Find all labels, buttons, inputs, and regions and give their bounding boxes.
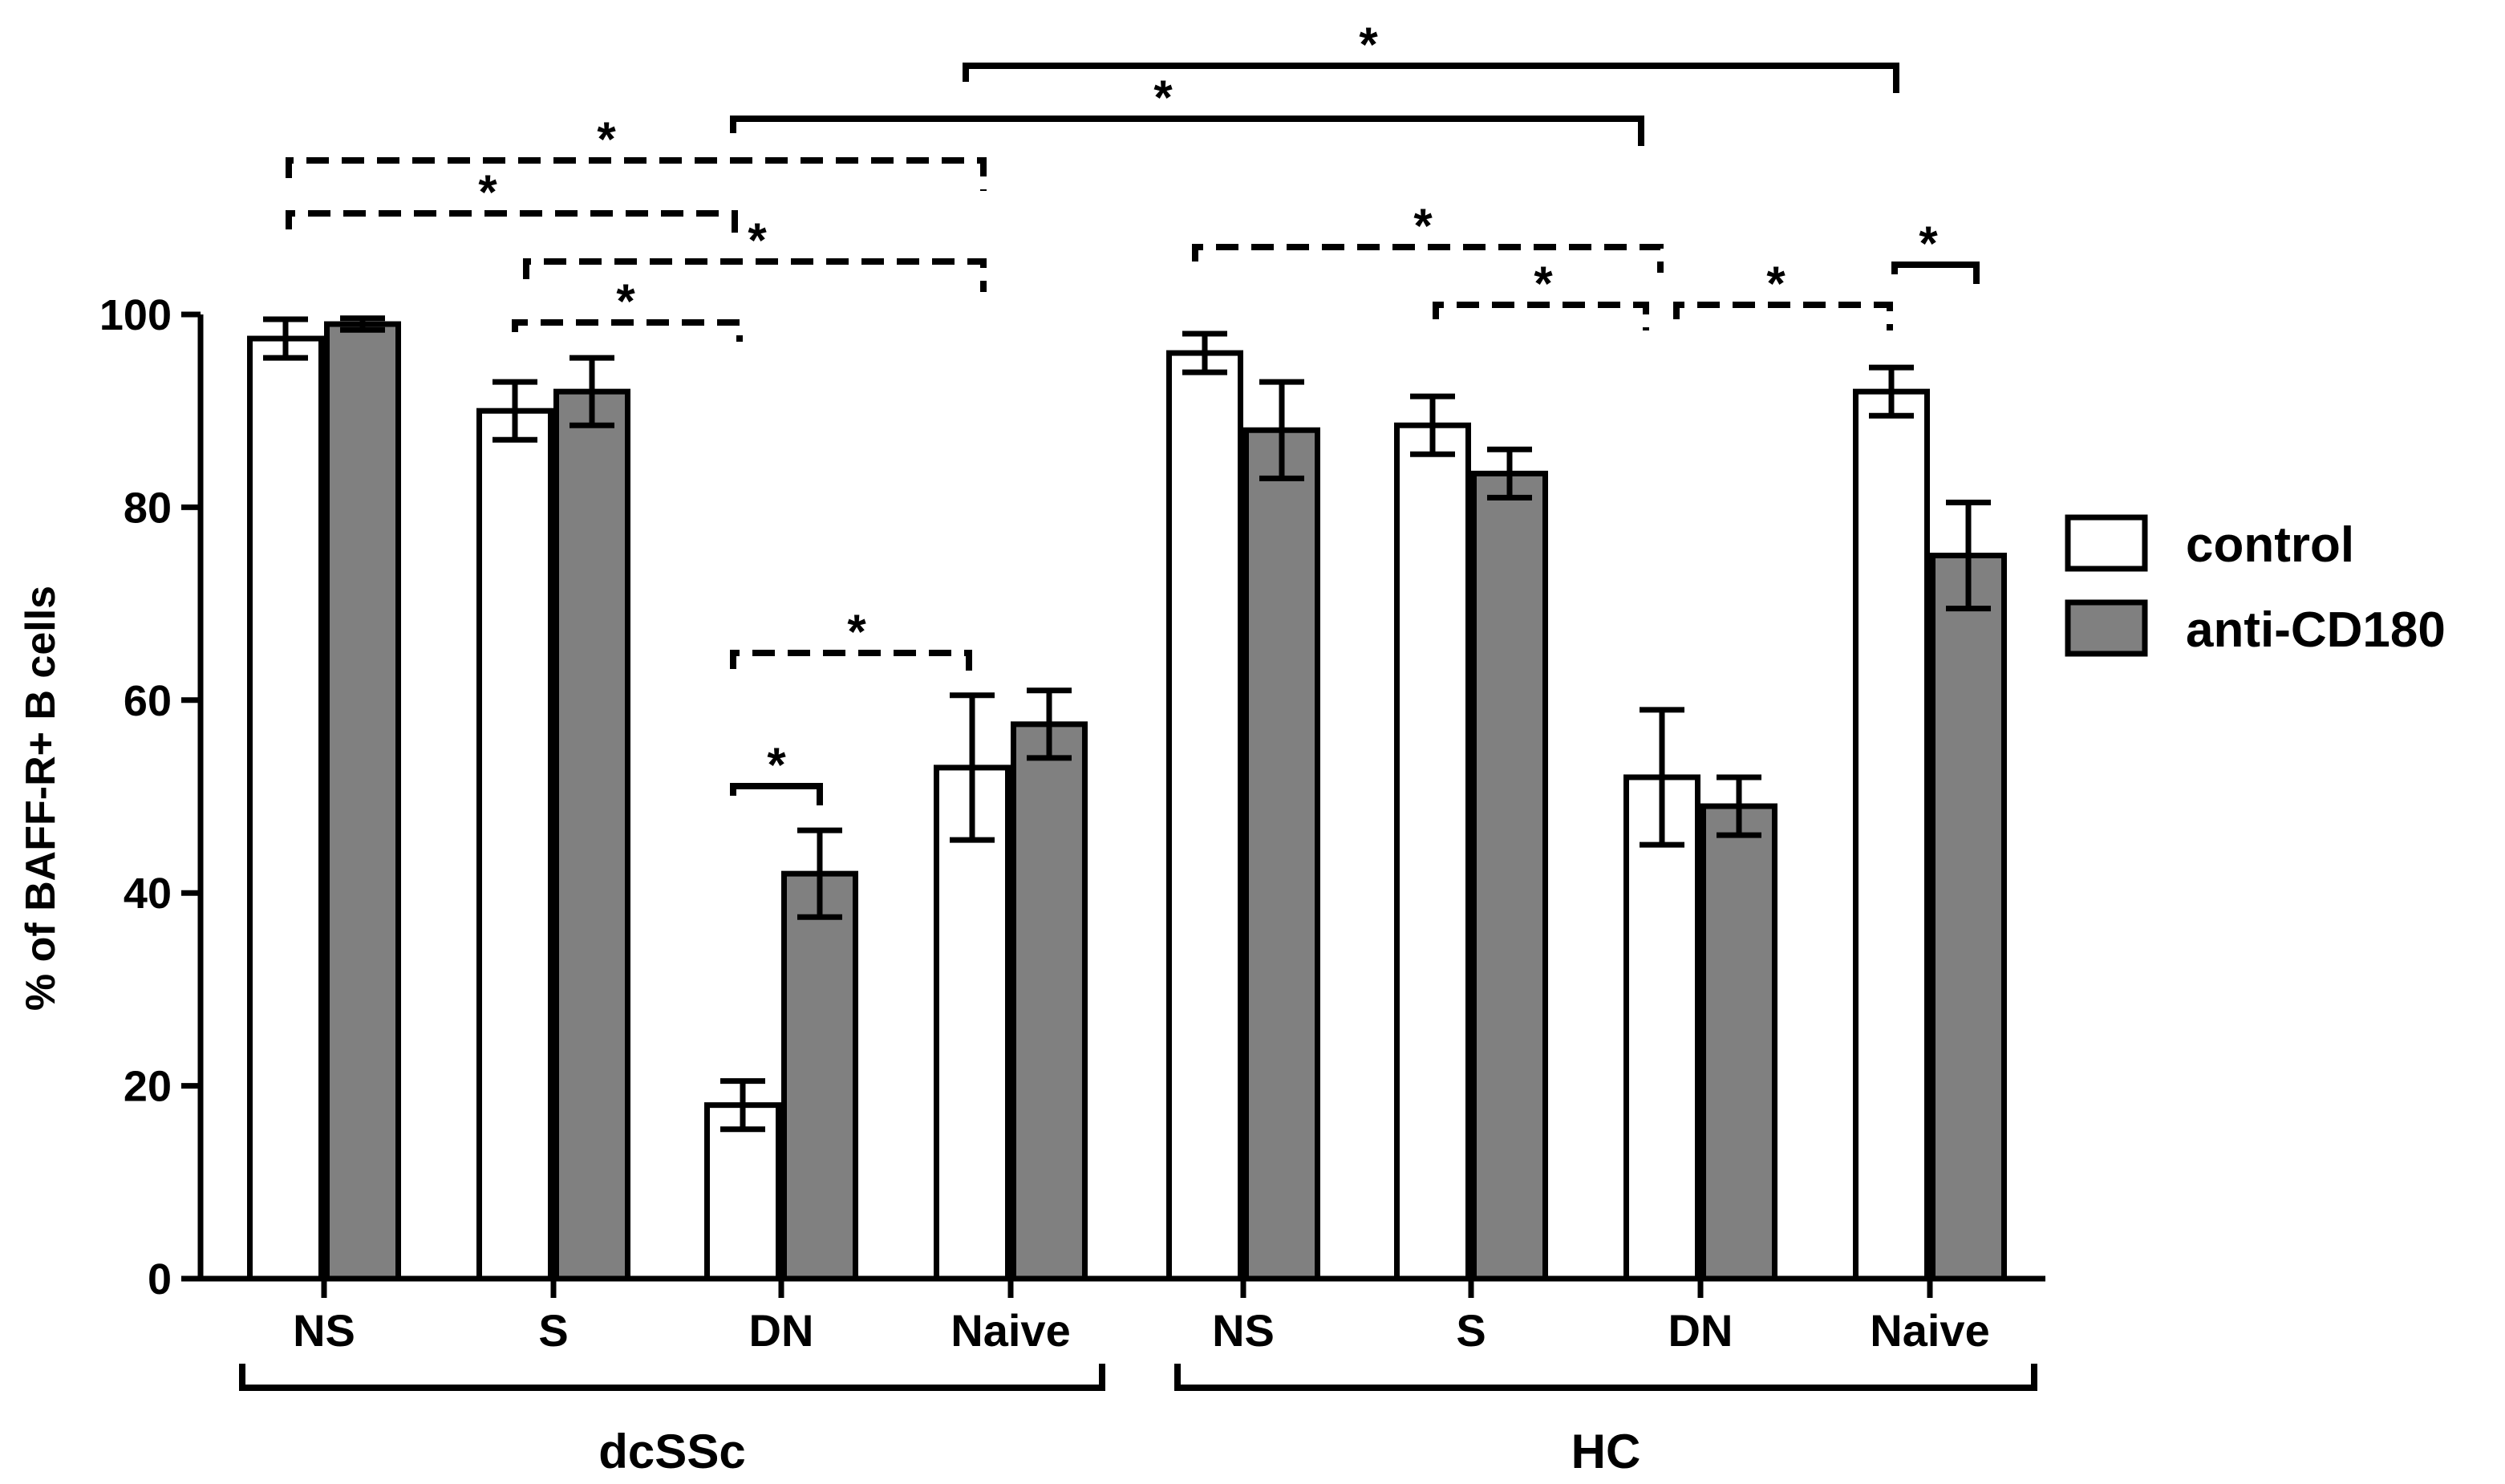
significance-bracket-6: * — [730, 605, 972, 679]
y-tick-label-100: 100 — [99, 291, 172, 339]
significance-star-2: * — [597, 112, 616, 166]
significance-star-7: * — [767, 738, 786, 792]
x-category-label-5: S — [1456, 1305, 1486, 1356]
group-brackets: dcSSc HC — [239, 1364, 2037, 1478]
significance-star-8: * — [1413, 199, 1433, 253]
significance-star-3: * — [478, 165, 497, 219]
error-bar-control-0 — [263, 316, 308, 361]
error-bar-anti-cd180-5 — [1487, 446, 1532, 501]
significance-bracket-11: * — [1891, 217, 1980, 284]
legend-label-anti-cd180: anti-CD180 — [2186, 602, 2446, 658]
error-bar-anti-cd180-3 — [1027, 687, 1072, 761]
group-bracket-hc — [1174, 1364, 2037, 1391]
error-bar-anti-cd180-4 — [1259, 379, 1304, 481]
legend-swatch-control — [2065, 514, 2148, 572]
bar-control-7 — [1853, 388, 1930, 1282]
x-category-label-3: Naive — [951, 1305, 1070, 1356]
significance-bracket-7: * — [730, 738, 823, 805]
error-bar-control-5 — [1410, 393, 1455, 457]
y-axis-label: % of BAFF-R+ B cells — [18, 586, 64, 1011]
significance-bracket-3: * — [286, 165, 738, 242]
y-ticks: 0 20 40 60 80 100 — [99, 291, 201, 1304]
y-tick-label-0: 0 — [148, 1255, 172, 1304]
significance-star-0: * — [1359, 18, 1378, 71]
group-label-dcssc: dcSSc — [598, 1425, 745, 1478]
bar-anti-cd180-4 — [1243, 427, 1320, 1282]
error-bar-control-7 — [1869, 364, 1914, 419]
bar-anti-cd180-6 — [1700, 803, 1777, 1282]
error-bar-anti-cd180-6 — [1717, 774, 1761, 838]
error-bar-control-3 — [950, 692, 995, 843]
significance-star-10: * — [1766, 257, 1786, 310]
error-bar-control-2 — [720, 1078, 765, 1133]
y-tick-label-20: 20 — [124, 1063, 172, 1111]
x-category-label-4: NS — [1212, 1305, 1275, 1356]
significance-bracket-5: * — [512, 274, 743, 342]
significance-star-5: * — [616, 274, 635, 328]
bar-control-6 — [1623, 774, 1700, 1282]
bar-control-1 — [476, 407, 553, 1282]
significance-star-6: * — [847, 605, 866, 659]
x-category-label-1: S — [538, 1305, 568, 1356]
y-tick-label-60: 60 — [124, 677, 172, 725]
bar-anti-cd180-7 — [1930, 553, 2007, 1282]
significance-bracket-9: * — [1433, 257, 1649, 330]
x-category-label-6: DN — [1668, 1305, 1733, 1356]
bar-control-3 — [934, 764, 1011, 1282]
y-tick-label-40: 40 — [124, 870, 172, 918]
legend: control anti-CD180 — [2065, 514, 2446, 658]
significance-star-11: * — [1919, 217, 1938, 270]
error-bar-anti-cd180-2 — [797, 827, 842, 920]
bar-anti-cd180-2 — [781, 870, 858, 1282]
bar-anti-cd180-1 — [553, 388, 630, 1282]
error-bar-anti-cd180-0 — [340, 315, 385, 333]
error-bar-control-6 — [1640, 707, 1684, 848]
x-category-labels: NS S DN Naive NS S DN Naive — [293, 1279, 1990, 1356]
error-bar-control-4 — [1182, 330, 1227, 375]
x-category-label-0: NS — [293, 1305, 355, 1356]
bar-control-4 — [1166, 350, 1243, 1282]
bar-anti-cd180-3 — [1011, 721, 1088, 1282]
bars — [247, 315, 2007, 1282]
group-bracket-dcssc — [239, 1364, 1105, 1391]
significance-star-4: * — [748, 213, 767, 267]
bar-control-5 — [1394, 422, 1471, 1282]
significance-bracket-1: * — [730, 71, 1644, 146]
group-label-hc: HC — [1571, 1425, 1641, 1478]
significance-star-1: * — [1153, 71, 1173, 124]
legend-label-control: control — [2186, 517, 2354, 573]
bar-anti-cd180-0 — [324, 321, 401, 1282]
bar-control-0 — [247, 335, 324, 1282]
significance-bracket-8: * — [1192, 199, 1664, 273]
error-bar-control-1 — [492, 379, 537, 443]
significance-bracket-10: * — [1673, 257, 1893, 330]
significance-bracket-0: * — [963, 18, 1899, 93]
significance-brackets: * * * * * * * * * * * * — [286, 18, 1980, 805]
legend-swatch-anti-cd180 — [2065, 599, 2148, 657]
significance-bracket-2: * — [286, 112, 987, 191]
significance-star-9: * — [1534, 257, 1553, 310]
axes — [197, 314, 2045, 1282]
y-tick-label-80: 80 — [124, 484, 172, 532]
x-category-label-7: Naive — [1870, 1305, 1989, 1356]
bar-anti-cd180-5 — [1471, 470, 1548, 1282]
error-bar-anti-cd180-7 — [1946, 499, 1991, 612]
x-category-label-2: DN — [749, 1305, 814, 1356]
significance-bracket-4: * — [523, 213, 987, 292]
error-bar-anti-cd180-1 — [570, 355, 614, 428]
